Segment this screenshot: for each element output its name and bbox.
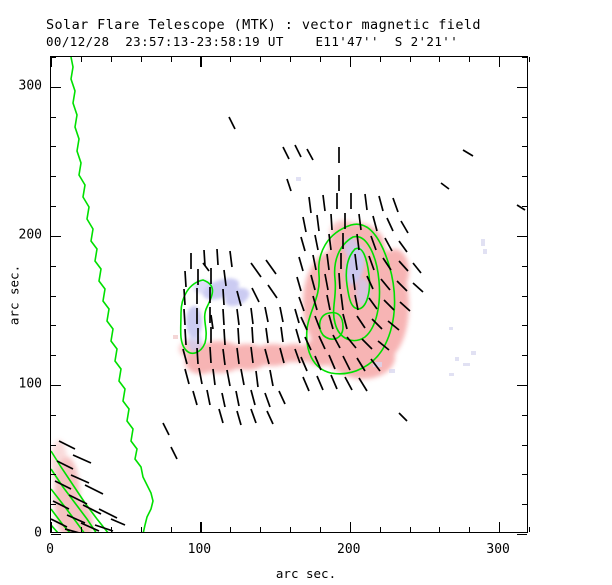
noise-speckle bbox=[173, 177, 487, 376]
x-minor-tick bbox=[469, 57, 471, 62]
y-minor-tick bbox=[522, 444, 527, 446]
y-minor-tick bbox=[51, 355, 56, 357]
x-minor-tick bbox=[290, 57, 291, 62]
x-major-tick bbox=[349, 522, 352, 532]
x-minor-tick bbox=[319, 57, 321, 62]
x-minor-tick bbox=[290, 527, 291, 532]
y-minor-tick bbox=[51, 206, 56, 208]
limb-vectors bbox=[51, 440, 126, 532]
x-tick-label: 100 bbox=[187, 542, 212, 557]
x-minor-tick bbox=[409, 57, 411, 62]
x-minor-tick bbox=[379, 527, 381, 532]
y-minor-tick bbox=[522, 176, 527, 178]
y-tick-label: 100 bbox=[18, 376, 42, 392]
x-minor-tick bbox=[170, 527, 172, 532]
magnetogram-graphic bbox=[51, 57, 526, 532]
y-minor-tick bbox=[522, 414, 527, 416]
y-minor-tick bbox=[522, 57, 527, 58]
y-axis-title: arc sec. bbox=[6, 264, 22, 326]
axis-ticks bbox=[51, 57, 530, 536]
x-axis-title: arc sec. bbox=[275, 566, 337, 581]
y-minor-tick bbox=[51, 295, 56, 297]
y-minor-tick bbox=[51, 504, 56, 506]
x-minor-tick bbox=[80, 57, 82, 62]
x-minor-tick bbox=[140, 57, 142, 62]
x-minor-tick bbox=[409, 527, 411, 532]
y-major-tick bbox=[51, 384, 61, 387]
y-tick-label: 300 bbox=[18, 78, 42, 94]
y-minor-tick bbox=[522, 474, 527, 476]
y-minor-tick bbox=[522, 504, 527, 506]
x-major-tick bbox=[51, 522, 53, 532]
y-major-tick bbox=[517, 384, 527, 387]
y-minor-tick bbox=[522, 146, 527, 148]
x-minor-tick bbox=[529, 57, 530, 62]
y-major-tick bbox=[51, 235, 61, 238]
x-minor-tick bbox=[379, 57, 381, 62]
y-tick-label: 0 bbox=[34, 525, 42, 541]
y-minor-tick bbox=[522, 206, 527, 208]
x-minor-tick bbox=[140, 527, 142, 532]
x-major-tick bbox=[51, 57, 53, 67]
x-minor-tick bbox=[110, 57, 112, 62]
x-tick-label: 0 bbox=[46, 542, 54, 557]
x-minor-tick bbox=[439, 527, 441, 532]
y-major-tick bbox=[517, 235, 527, 238]
x-minor-tick bbox=[110, 527, 112, 532]
x-tick-label: 200 bbox=[337, 542, 361, 557]
y-minor-tick bbox=[51, 474, 56, 476]
x-major-tick bbox=[200, 522, 202, 532]
y-major-tick bbox=[517, 86, 527, 89]
isolated-vectors bbox=[170, 116, 526, 460]
y-minor-tick bbox=[51, 176, 56, 178]
x-minor-tick bbox=[170, 57, 172, 62]
y-minor-tick bbox=[51, 325, 56, 327]
x-major-tick bbox=[499, 522, 501, 532]
y-major-tick bbox=[517, 534, 527, 536]
y-minor-tick bbox=[522, 116, 527, 118]
y-major-tick bbox=[51, 86, 61, 89]
x-minor-tick bbox=[319, 527, 321, 532]
y-major-tick bbox=[51, 534, 61, 536]
x-minor-tick bbox=[230, 527, 232, 532]
y-minor-tick bbox=[522, 265, 527, 267]
plot-title: Solar Flare Telescope (MTK) : vector mag… bbox=[46, 17, 481, 33]
x-minor-tick bbox=[260, 527, 262, 532]
y-minor-tick bbox=[51, 265, 56, 267]
y-minor-tick bbox=[51, 414, 56, 416]
plot-frame bbox=[50, 56, 530, 536]
y-minor-tick bbox=[51, 146, 56, 148]
x-major-tick bbox=[349, 57, 352, 67]
y-minor-tick bbox=[51, 116, 56, 118]
transverse-field-vectors bbox=[51, 116, 526, 532]
x-major-tick bbox=[499, 57, 501, 67]
y-minor-tick bbox=[51, 444, 56, 446]
y-minor-tick bbox=[51, 57, 56, 58]
y-minor-tick bbox=[522, 355, 527, 357]
plot-area bbox=[51, 57, 527, 532]
y-minor-tick bbox=[522, 325, 527, 327]
x-tick-label: 300 bbox=[486, 542, 510, 557]
plot-subtitle: 00/12/28 23:57:13-23:58:19 UT E11'47'' S… bbox=[46, 34, 459, 49]
x-minor-tick bbox=[439, 57, 441, 62]
y-minor-tick bbox=[522, 295, 527, 297]
y-tick-label: 200 bbox=[18, 227, 42, 243]
x-minor-tick bbox=[80, 527, 82, 532]
x-minor-tick bbox=[230, 57, 232, 62]
x-minor-tick bbox=[260, 57, 262, 62]
x-minor-tick bbox=[469, 527, 471, 532]
x-major-tick bbox=[200, 57, 202, 67]
x-minor-tick bbox=[529, 527, 530, 532]
